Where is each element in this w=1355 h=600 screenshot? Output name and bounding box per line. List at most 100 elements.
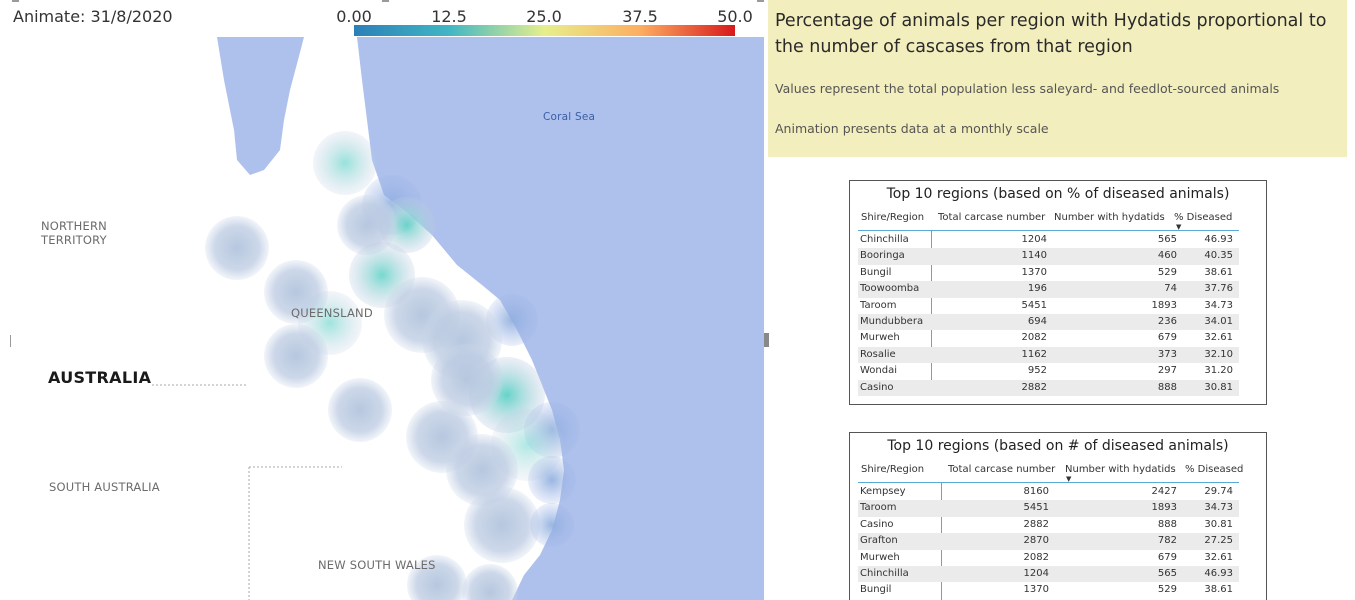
cell-percent: 38.61 [1204,584,1233,596]
cell-total: 1162 [1021,348,1047,360]
cell-hydatids: 236 [1157,316,1177,327]
cell-region: Casino [860,381,894,393]
cell-region: Taroom [860,299,897,311]
table-row[interactable]: Grafton 2870 782 27.25 [858,533,1239,550]
cell-total: 1370 [1023,584,1049,596]
col-header-hydatids[interactable]: Number with hydatids [1054,212,1165,223]
resize-handle[interactable] [12,0,19,2]
table-row[interactable]: Toowoomba 196 74 37.76 [858,281,1239,298]
cell-region: Toowoomba [860,283,920,295]
cell-region: Bungil [860,266,892,278]
cell-hydatids: 373 [1157,348,1177,360]
legend-gradient-bar [354,25,735,36]
table-row[interactable]: Bungil 1370 529 38.61 [858,265,1239,281]
cell-region: Grafton [860,535,898,547]
table-row[interactable]: Murweh 2082 679 32.61 [858,550,1239,566]
cell-percent: 30.81 [1204,518,1233,530]
sort-desc-icon[interactable]: ▼ [1066,475,1072,483]
cell-total: 2882 [1023,518,1049,530]
cell-hydatids: 2427 [1151,486,1177,497]
cell-total: 1370 [1021,266,1047,278]
cell-hydatids: 529 [1157,584,1177,596]
legend-tick-3: 37.5 [622,7,658,26]
cell-hydatids: 1893 [1151,502,1177,514]
report-title: Percentage of animals per region with Hy… [775,11,1327,57]
sort-desc-icon[interactable]: ▼ [1176,223,1182,231]
cell-hydatids: 782 [1157,535,1177,547]
region-bubble [264,324,328,388]
animate-date-label: Animate: 31/8/2020 [13,7,173,26]
label-coral-sea: Coral Sea [543,111,596,123]
table-row[interactable]: Casino 2882 888 30.81 [858,517,1239,533]
cell-region: Mundubbera [860,316,924,327]
region-bubble [337,195,397,255]
region-bubble [407,555,467,600]
region-bubble [530,503,574,547]
legend-tick-4: 50.0 [717,7,753,26]
cell-region: Casino [860,518,894,530]
cell-total: 2882 [1021,381,1047,393]
table-row[interactable]: Chinchilla 1204 565 46.93 [858,566,1239,583]
cell-total: 2870 [1023,535,1049,547]
cell-percent: 32.10 [1204,348,1233,360]
table-row[interactable]: Kempsey 8160 2427 29.74 [858,484,1239,500]
region-bubble [328,378,392,442]
col-header-total[interactable]: Total carcase number [938,212,1046,223]
region-bubble [313,131,377,195]
legend-tick-2: 25.0 [526,7,562,26]
label-new-south-wales: NEW SOUTH WALES [318,558,436,572]
cell-percent: 30.81 [1204,381,1233,393]
legend-tick-0: 0.00 [336,7,372,26]
cell-percent: 38.61 [1204,266,1233,278]
map-canvas[interactable] [12,0,764,600]
col-header-hydatids[interactable]: Number with hydatids [1065,464,1176,475]
region-bubble [528,456,576,504]
cell-percent: 46.93 [1204,234,1233,245]
region-bubble [462,564,518,600]
col-header-total[interactable]: Total carcase number [948,464,1056,475]
cell-total: 694 [1027,316,1047,327]
hydatid-map[interactable]: NORTHERN TERRITORY QUEENSLAND AUSTRALIA … [12,0,764,600]
cell-region: Booringa [860,250,905,262]
cell-percent: 32.61 [1204,551,1233,563]
cell-hydatids: 297 [1157,365,1177,377]
resize-handle-left[interactable] [10,335,11,347]
table-row[interactable]: Taroom 5451 1893 34.73 [858,500,1239,517]
cell-percent: 32.61 [1204,332,1233,344]
col-header-percent[interactable]: % Diseased [1174,212,1233,223]
cell-percent: 27.25 [1204,535,1233,547]
cell-region: Bungil [860,584,892,596]
table-top10-count[interactable]: Top 10 regions (based on # of diseased a… [849,432,1267,600]
table-row[interactable]: Wondai 952 297 31.20 [858,363,1239,379]
header-divider [858,482,1239,483]
table-row[interactable]: Mundubbera 694 236 34.01 [858,314,1239,331]
table-row[interactable]: Bungil 1370 529 38.61 [858,582,1239,598]
table-row[interactable]: Casino 2882 888 30.81 [858,379,1239,396]
cell-hydatids: 529 [1157,266,1177,278]
col-header-percent[interactable]: % Diseased [1185,464,1244,475]
col-header-region[interactable]: Shire/Region [861,464,925,475]
table-top10-percent[interactable]: Top 10 regions (based on % of diseased a… [849,180,1267,405]
cell-percent: 34.73 [1204,299,1233,311]
resize-handle-right[interactable] [764,333,769,347]
info-textbox: Percentage of animals per region with Hy… [768,0,1347,157]
cell-region: Chinchilla [860,568,909,579]
color-legend: 0.00 12.5 25.0 37.5 50.0 [336,0,764,37]
table-row[interactable]: Taroom 5451 1893 34.73 [858,298,1239,314]
cell-total: 8160 [1023,486,1049,497]
resize-handle[interactable] [382,0,389,2]
cell-region: Rosalie [860,348,896,360]
cell-percent: 34.01 [1204,316,1233,327]
cell-total: 1140 [1021,250,1047,262]
col-header-region[interactable]: Shire/Region [861,212,925,223]
region-bubble [205,216,269,280]
table-row[interactable]: Chinchilla 1204 565 46.93 [858,232,1239,248]
table-row[interactable]: Rosalie 1162 373 32.10 [858,346,1239,364]
cell-hydatids: 565 [1157,234,1177,245]
table-row[interactable]: Murweh 2082 679 32.61 [858,330,1239,346]
resize-handle[interactable] [757,0,764,2]
cell-total: 196 [1027,283,1047,295]
cell-percent: 29.74 [1204,486,1233,497]
table-row[interactable]: Booringa 1140 460 40.35 [858,248,1239,265]
report-subtitle-animation: Animation presents data at a monthly sca… [775,121,1049,136]
